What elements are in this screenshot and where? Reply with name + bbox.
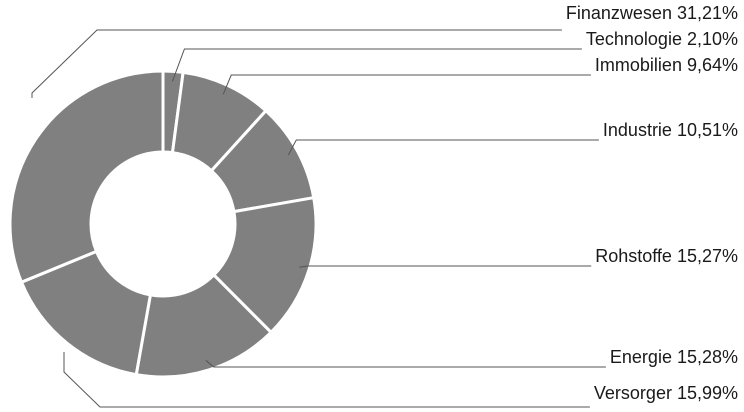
leader-line-technologie <box>171 48 582 82</box>
leader-lines <box>31 29 606 408</box>
leader-line-finanzwesen <box>31 29 562 98</box>
leader-line-immobilien <box>222 74 591 95</box>
slice-label-versorger: Versorger 15,99% <box>594 383 738 403</box>
slice-label-rohstoffe: Rohstoffe 15,27% <box>595 246 738 266</box>
leader-line-energie <box>205 360 606 368</box>
slice-energie <box>134 272 274 379</box>
slice-label-immobilien: Immobilien 9,64% <box>595 55 738 75</box>
leader-line-industrie <box>287 139 599 156</box>
leader-line-rohstoffe <box>299 265 592 268</box>
slice-label-technologie: Technologie 2,10% <box>586 29 738 49</box>
slice-label-industrie: Industrie 10,51% <box>603 120 738 140</box>
slice-finanzwesen <box>8 69 165 285</box>
donut-slices <box>8 69 318 379</box>
slice-label-energie: Energie 15,28% <box>610 347 738 367</box>
slice-labels: Technologie 2,10% Immobilien 9,64% Industr… <box>566 3 738 403</box>
slice-label-finanzwesen: Finanzwesen 31,21% <box>566 3 738 23</box>
leader-line-versorger <box>63 352 590 408</box>
